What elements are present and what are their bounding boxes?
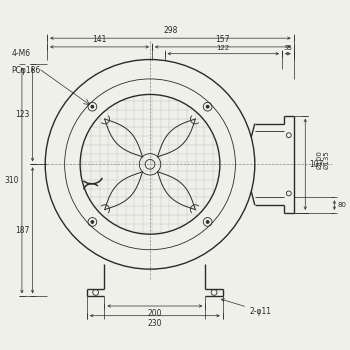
Text: 310: 310 (5, 176, 19, 185)
Text: PCφ186: PCφ186 (11, 66, 41, 75)
Text: 122: 122 (217, 45, 230, 51)
Text: 200: 200 (148, 309, 162, 318)
Text: 107: 107 (309, 160, 324, 169)
Text: 141: 141 (92, 35, 107, 44)
Text: 35: 35 (284, 45, 292, 51)
Text: 123: 123 (15, 110, 30, 119)
Circle shape (206, 105, 209, 108)
Text: 187: 187 (15, 226, 30, 235)
Circle shape (91, 105, 94, 108)
Text: Ø135: Ø135 (324, 150, 330, 169)
Text: 80: 80 (337, 202, 346, 208)
Circle shape (206, 220, 209, 223)
Text: 2-φ11: 2-φ11 (221, 299, 272, 316)
Text: 157: 157 (216, 35, 230, 44)
Text: Ø100: Ø100 (317, 150, 323, 169)
Text: 298: 298 (163, 26, 177, 35)
Text: 230: 230 (148, 318, 162, 328)
Text: 4-M6: 4-M6 (11, 49, 30, 58)
Circle shape (91, 220, 94, 223)
